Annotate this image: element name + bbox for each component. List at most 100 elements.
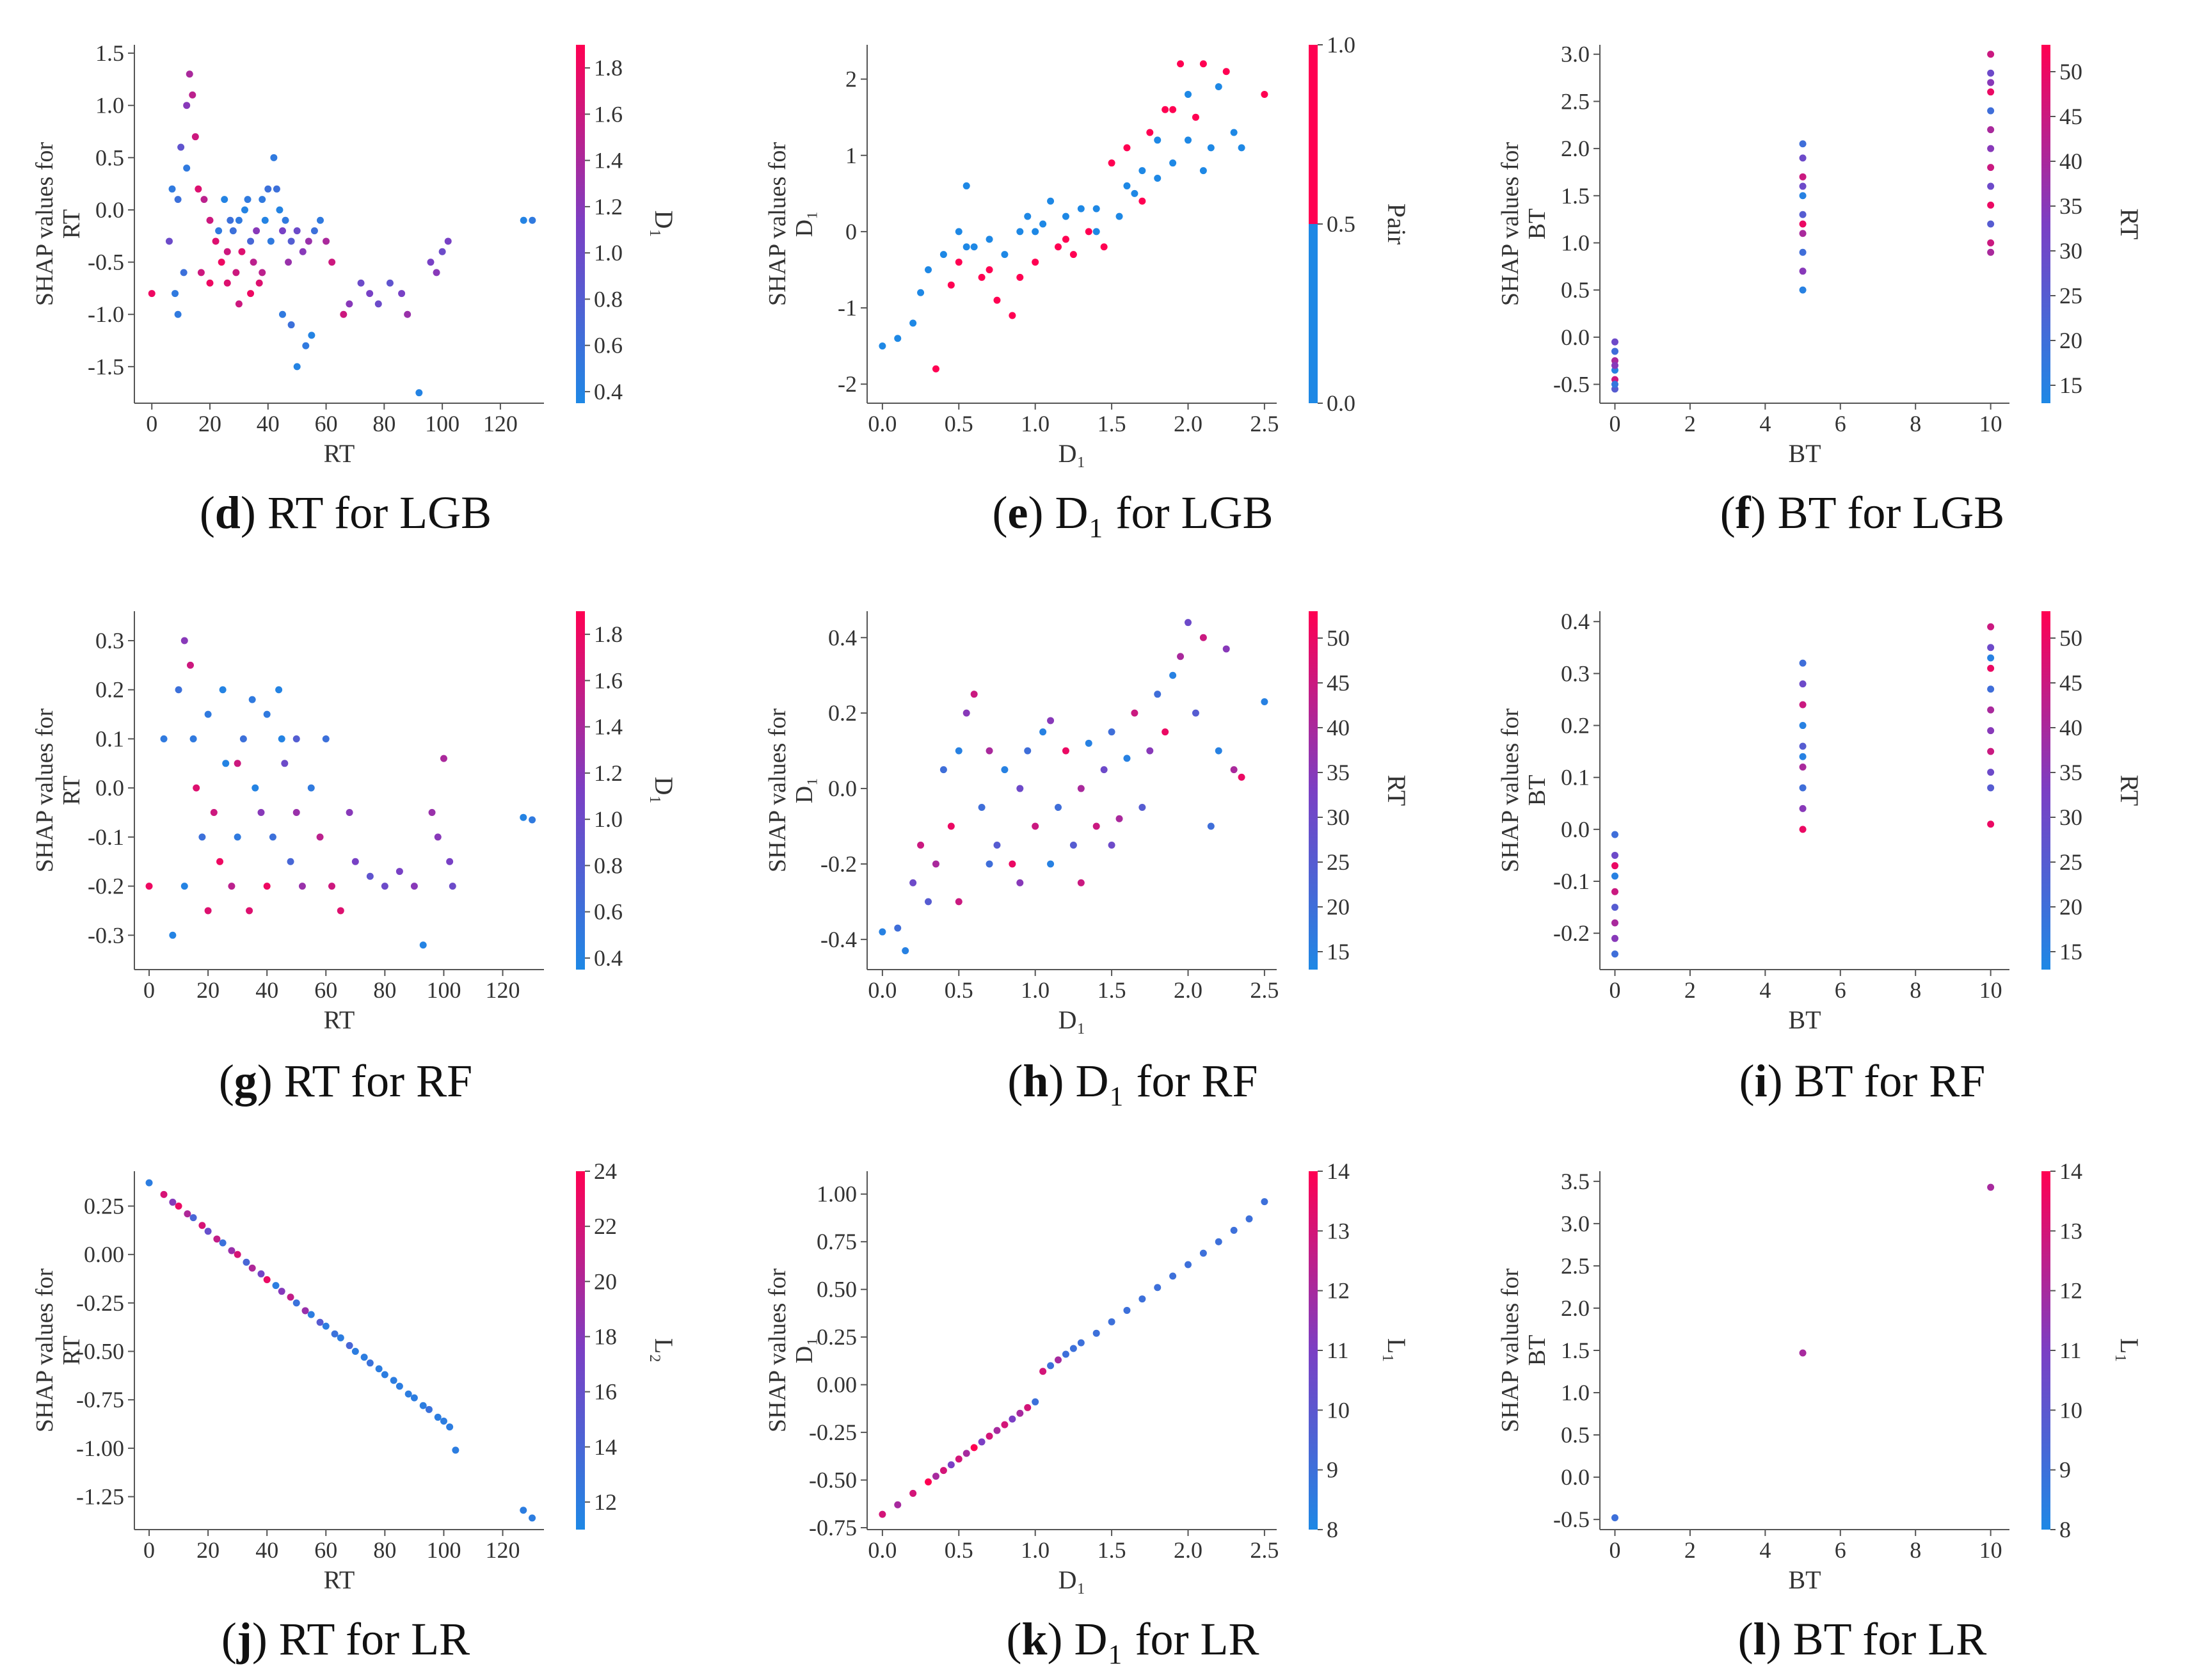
data-point xyxy=(1799,248,1807,256)
colorbar-label: RT xyxy=(2115,209,2144,240)
y-axis-label-line1: SHAP values for xyxy=(764,142,791,306)
data-point xyxy=(1611,851,1618,859)
chart-panel-d: 0 20 40 60 80 100 120 -1.5 -1.0 -0.5 0.0 0.5 1.0 1.5 R… xyxy=(31,40,678,468)
data-point xyxy=(1016,879,1024,886)
colorbar-tick-label: 15 xyxy=(2059,372,2082,398)
data-point xyxy=(235,300,243,308)
colorbar-tick-label: 16 xyxy=(594,1379,617,1405)
data-point xyxy=(529,1514,536,1522)
x-tick-label: 4 xyxy=(1759,977,1771,1003)
y-tick-label: 0.0 xyxy=(95,775,124,801)
colorbar-tick-label: 30 xyxy=(2059,238,2082,264)
data-point xyxy=(219,1239,227,1247)
x-tick-label: 0.5 xyxy=(945,977,973,1003)
x-tick-label: 0 xyxy=(143,1537,155,1563)
x-tick-label: 2.5 xyxy=(1250,1537,1279,1563)
data-point xyxy=(970,1444,978,1452)
colorbar-tick-label: 0.4 xyxy=(594,379,623,404)
colorbar-tick-label: 50 xyxy=(2059,59,2082,84)
data-point xyxy=(962,1450,970,1457)
colorbar-tick-label: 1.0 xyxy=(1327,32,1355,58)
data-point xyxy=(1799,701,1807,708)
x-tick-label: 60 xyxy=(315,411,338,436)
data-point xyxy=(947,822,955,830)
data-point xyxy=(939,766,947,774)
chart-panel-j: 0 20 40 60 80 100 120 -1.25 -1.00 -0.75 -0.50 -0.25… xyxy=(31,1158,678,1594)
x-tick-label: 6 xyxy=(1835,977,1846,1003)
colorbar-tick-label: 14 xyxy=(594,1434,617,1460)
data-point xyxy=(425,1405,433,1413)
data-point xyxy=(234,760,241,767)
data-point xyxy=(299,248,307,255)
caption-l: (l) BT for LR xyxy=(1737,1613,1987,1665)
data-point xyxy=(1207,822,1215,830)
data-point xyxy=(186,661,194,669)
data-point xyxy=(993,841,1001,849)
colorbar-tick-label: 1.4 xyxy=(594,714,623,740)
data-point xyxy=(278,735,285,742)
x-tick-label: 0.0 xyxy=(868,977,897,1003)
data-point xyxy=(189,1214,197,1222)
data-point xyxy=(357,279,365,287)
data-point xyxy=(1100,766,1108,774)
data-point xyxy=(212,237,220,245)
data-point xyxy=(234,833,241,841)
data-point xyxy=(250,259,257,266)
x-axis-label: D₁ xyxy=(1058,1565,1086,1594)
data-point xyxy=(177,143,185,151)
data-point xyxy=(278,1288,285,1295)
data-point xyxy=(1987,727,1995,735)
data-point xyxy=(1987,685,1995,693)
data-point xyxy=(252,784,259,792)
data-point xyxy=(204,907,212,915)
y-tick-label: -0.2 xyxy=(88,874,124,899)
y-tick-label: 0.3 xyxy=(95,628,124,653)
data-point xyxy=(1611,362,1618,369)
caption-letter: l xyxy=(1753,1613,1766,1665)
y-tick-label: 0.2 xyxy=(828,700,857,726)
data-point xyxy=(263,710,271,718)
data-point xyxy=(340,310,347,318)
data-point xyxy=(1055,1356,1062,1364)
data-point xyxy=(278,227,286,235)
data-point xyxy=(257,809,265,817)
y-axis-label-line1: SHAP values for xyxy=(1497,142,1524,306)
data-point xyxy=(337,1334,344,1341)
y-tick-label: 0.50 xyxy=(817,1277,857,1302)
y-axis-label-line2: RT xyxy=(58,209,85,239)
data-point xyxy=(1016,228,1024,236)
y-tick-label: 2.5 xyxy=(1561,1253,1590,1279)
y-tick-label: 0.0 xyxy=(95,197,124,223)
data-point xyxy=(917,841,925,849)
colorbar-tick-label: 1.2 xyxy=(594,194,623,220)
colorbar xyxy=(576,45,585,403)
y-axis-label-line2: D₁ xyxy=(791,211,818,237)
data-point xyxy=(272,1282,280,1290)
colorbar-label: L₁ xyxy=(2115,1338,2144,1363)
data-point xyxy=(1184,619,1192,627)
y-tick-label: 0.1 xyxy=(95,726,124,751)
data-point xyxy=(446,1423,454,1431)
data-point xyxy=(316,1318,324,1326)
data-point xyxy=(247,237,255,245)
y-axis-label-line1: SHAP values for xyxy=(764,1268,791,1432)
caption-text: D₁ for LR xyxy=(1074,1613,1259,1665)
x-tick-label: 2 xyxy=(1684,977,1696,1003)
data-point xyxy=(198,833,206,841)
data-point xyxy=(351,858,359,865)
colorbar-tick-label: 0.0 xyxy=(1327,390,1355,416)
data-point xyxy=(529,816,536,824)
data-point xyxy=(285,259,292,266)
data-point xyxy=(223,279,231,287)
data-point xyxy=(1611,862,1618,870)
caption-letter: k xyxy=(1021,1613,1048,1665)
y-axis-label-line2: D₁ xyxy=(791,1338,818,1364)
data-point xyxy=(247,290,255,298)
data-point xyxy=(1799,220,1807,228)
data-point xyxy=(398,290,406,298)
data-point xyxy=(1024,1404,1032,1411)
colorbar-tick-label: 0.8 xyxy=(594,852,623,878)
data-point xyxy=(210,809,218,817)
data-point xyxy=(200,196,208,204)
